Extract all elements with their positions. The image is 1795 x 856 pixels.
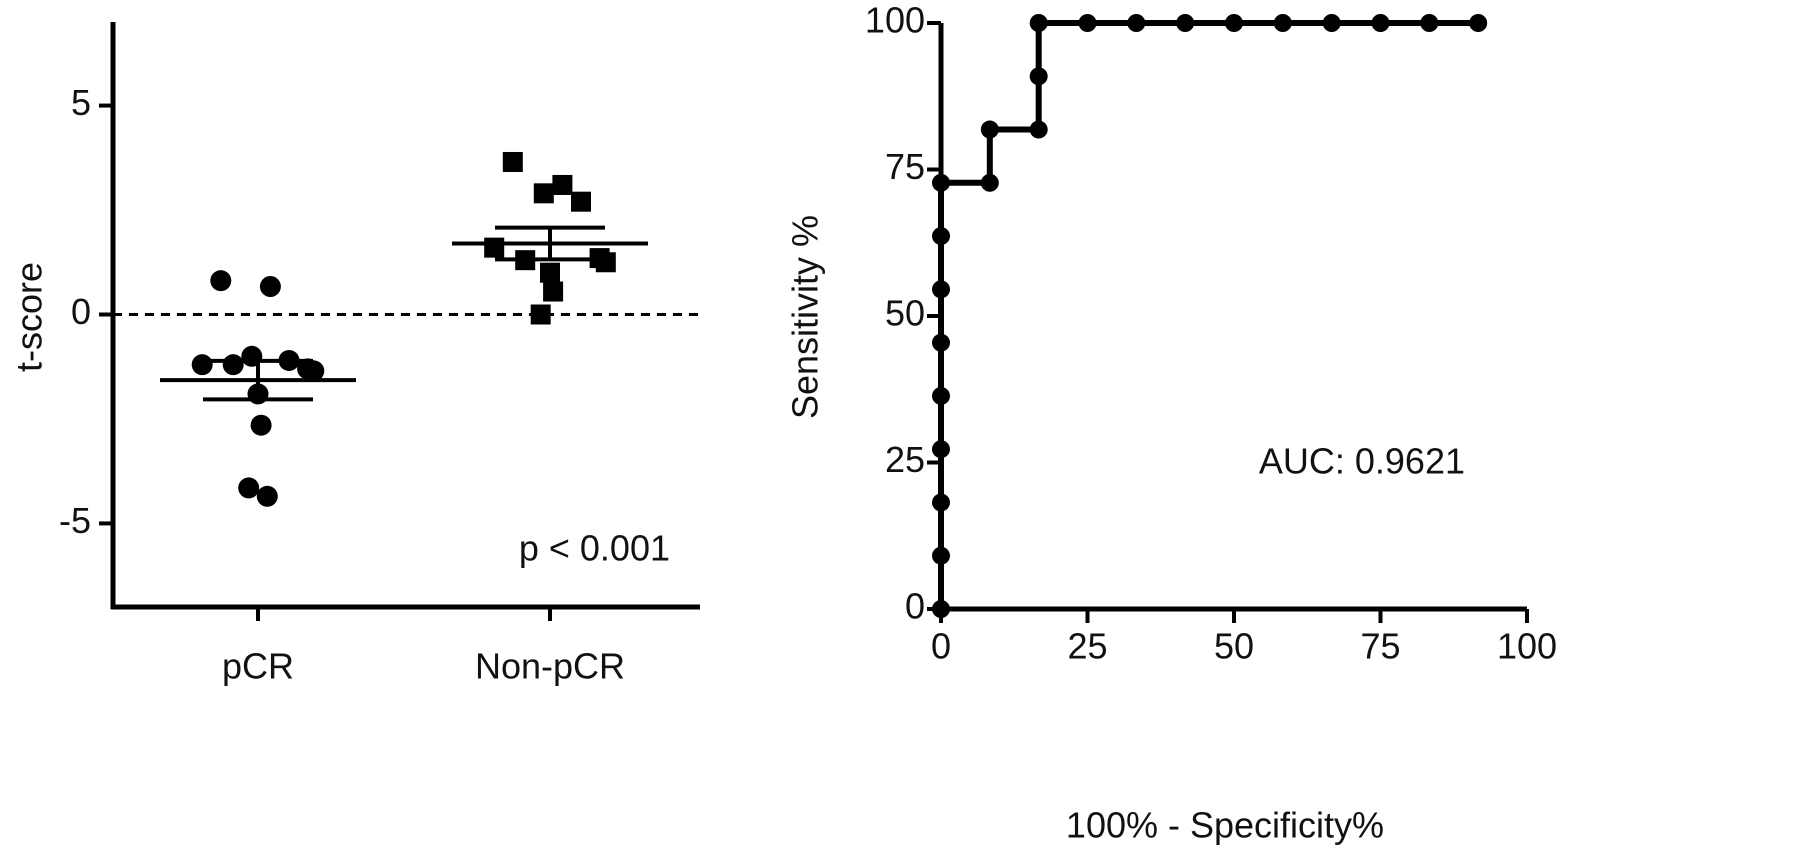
point: [1029, 120, 1048, 139]
error-bar: [203, 358, 313, 402]
point: [980, 120, 999, 139]
error-bar: [495, 225, 605, 262]
point: [540, 262, 560, 283]
x-tick-label: 0: [931, 626, 951, 667]
point: [1420, 14, 1439, 32]
point: [932, 546, 950, 565]
point: [1273, 14, 1292, 32]
point: [932, 386, 950, 405]
point: [191, 354, 213, 376]
x-axis-label: 100% - Specificity%: [1066, 805, 1384, 846]
point: [932, 493, 950, 512]
point: [932, 333, 950, 352]
point: [1225, 14, 1243, 32]
point: [256, 485, 278, 507]
x-tick-label: 50: [1214, 626, 1254, 667]
y-tick-label: 25: [885, 439, 925, 480]
point: [1371, 14, 1390, 32]
point: [552, 174, 573, 195]
y-tick-label: 0: [905, 586, 925, 627]
y-tick-label: 100: [865, 0, 925, 41]
point: [932, 440, 950, 459]
point: [595, 252, 616, 273]
point: [980, 173, 999, 192]
y-axis-label: t-score: [9, 262, 50, 372]
point: [530, 304, 551, 325]
point: [1469, 14, 1488, 32]
x-tick-label: 75: [1360, 626, 1400, 667]
point: [932, 227, 950, 246]
point: [1029, 14, 1048, 32]
point: [1029, 67, 1048, 86]
point: [484, 237, 505, 258]
point: [543, 281, 564, 302]
point: [1322, 14, 1341, 32]
point: [303, 360, 325, 382]
x-tick-label: pCR: [222, 646, 294, 687]
y-tick-label: 5: [71, 82, 91, 123]
point: [250, 414, 272, 436]
point: [238, 477, 260, 499]
point: [932, 280, 950, 299]
x-tick-label: 25: [1067, 626, 1107, 667]
annotation: p < 0.001: [519, 528, 670, 569]
y-tick-label: 0: [71, 291, 91, 332]
y-tick-label: -5: [59, 500, 91, 541]
y-axis-label: Sensitivity %: [785, 215, 826, 419]
point: [259, 276, 281, 298]
point: [1078, 14, 1097, 32]
y-tick-label: 50: [885, 293, 925, 334]
point: [932, 173, 950, 192]
point: [222, 354, 244, 376]
point: [502, 151, 523, 172]
point: [571, 191, 591, 212]
point: [210, 270, 232, 292]
point: [1176, 14, 1195, 32]
x-tick-label: Non-pCR: [475, 646, 625, 687]
point: [932, 600, 950, 618]
y-tick-label: 75: [885, 146, 925, 187]
x-tick-label: 100: [1497, 626, 1557, 667]
point: [533, 183, 554, 204]
roc-line: [938, 20, 1479, 609]
annotation: AUC: 0.9621: [1259, 441, 1465, 482]
point: [1127, 14, 1146, 32]
